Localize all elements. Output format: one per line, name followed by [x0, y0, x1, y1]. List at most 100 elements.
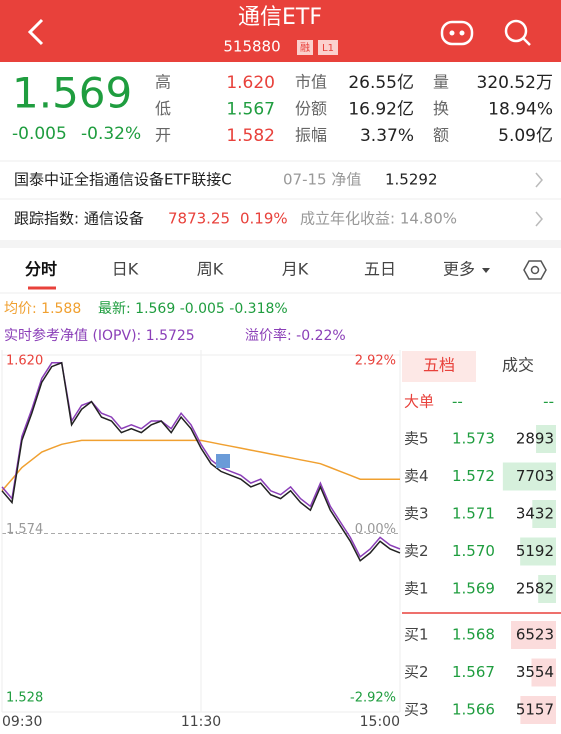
book-label: 卖4 [404, 467, 429, 485]
book-price: 1.572 [452, 467, 495, 485]
book-label: 卖5 [404, 430, 429, 448]
book-label: 卖2 [404, 542, 429, 560]
price: 1.569 [12, 69, 132, 118]
search-icon[interactable] [504, 19, 531, 46]
book-label: 买3 [404, 701, 429, 719]
stat-label: 市值 [295, 73, 327, 92]
badge-bg [318, 40, 338, 55]
fund-name: 国泰中证全指通信设备ETF联接C [14, 171, 232, 189]
book-price: 1.569 [452, 580, 495, 598]
tracking-label: 跟踪指数: 通信设备 [14, 210, 144, 228]
change-pct: -0.32% [81, 124, 141, 144]
tab[interactable]: 月K [282, 260, 309, 279]
back-button[interactable] [27, 18, 44, 46]
tab[interactable]: 日K [112, 260, 139, 279]
volume-bar [502, 462, 556, 491]
book-volume: 3432 [516, 505, 554, 523]
book-price: 1.568 [452, 626, 495, 644]
latest-info: 最新: 1.569 -0.005 -0.318% [98, 301, 288, 317]
badge-bg [297, 40, 313, 55]
book-tab[interactable]: 成交 [502, 356, 534, 375]
book-price: 1.571 [452, 505, 495, 523]
avg-info: 均价: 1.588 [4, 301, 81, 317]
book-price: 1.573 [452, 430, 495, 448]
tab[interactable]: 分时 [25, 260, 57, 279]
stat-value: 5.09亿 [498, 126, 553, 146]
tab[interactable]: 周K [197, 260, 224, 279]
book-price: 1.570 [452, 542, 495, 560]
series-line [1, 439, 400, 492]
stat-label: 高 [155, 73, 171, 92]
stat-value: 1.567 [226, 100, 275, 120]
settings-icon[interactable] [523, 260, 547, 280]
book-volume: 5157 [516, 701, 554, 719]
signal-marker[interactable] [216, 454, 230, 468]
x-tick-label: 11:30 [181, 714, 221, 730]
tracking-annual: 成立年化收益: 14.80% [300, 210, 457, 228]
book-volume: 2893 [516, 430, 554, 448]
big-order-label: 大单 [404, 393, 434, 411]
volume-bar [538, 575, 556, 603]
stat-label: 份额 [295, 99, 327, 118]
book-label: 卖3 [404, 505, 429, 523]
x-tick-label: 15:00 [360, 714, 400, 730]
y-tick-label: 1.574 [6, 522, 43, 537]
tracking-value: 7873.25 [168, 210, 230, 228]
x-tick-label: 09:30 [2, 714, 42, 730]
header-bg [0, 0, 561, 62]
gap [0, 240, 561, 248]
badge: 融 [300, 42, 310, 54]
stat-value: 3.37% [360, 126, 414, 146]
tracking-pct: 0.19% [240, 210, 288, 228]
chevron[interactable] [535, 211, 543, 227]
y2-tick-label: -2.92% [350, 691, 396, 706]
book-volume: 6523 [516, 626, 554, 644]
stat-label: 开 [155, 126, 171, 145]
big-order-volume: -- [543, 393, 554, 411]
badge: L1 [322, 43, 334, 54]
change: -0.005 [12, 124, 67, 144]
y2-tick-label: 0.00% [355, 522, 396, 537]
series-line [1, 361, 401, 562]
book-volume: 7703 [516, 467, 554, 485]
book-volume: 2582 [516, 580, 554, 598]
stat-value: 1.582 [226, 126, 275, 146]
book-tab[interactable]: 五档 [423, 356, 455, 375]
stat-value: 26.55亿 [348, 73, 414, 93]
code: 515880 [223, 38, 280, 56]
y2-tick-label: 2.92% [355, 354, 396, 369]
y-tick-label: 1.528 [6, 691, 43, 706]
volume-bar [532, 500, 556, 528]
tab[interactable]: 五日 [364, 260, 396, 279]
stat-value: 320.52万 [477, 73, 553, 93]
premium-info: 溢价率: -0.22% [245, 327, 346, 344]
dropdown-caret[interactable] [482, 268, 490, 273]
stat-label: 振幅 [295, 126, 327, 145]
book-label: 卖1 [404, 580, 429, 598]
iopv-info: 实时参考净值 (IOPV): 1.5725 [4, 327, 195, 344]
volume-bar [520, 696, 556, 724]
settings-icon-dot [530, 265, 540, 275]
y-tick-label: 1.620 [6, 354, 43, 369]
book-price: 1.567 [452, 663, 495, 681]
stat-label: 低 [155, 99, 171, 118]
tab[interactable]: 更多 [443, 260, 475, 279]
chevron[interactable] [535, 172, 543, 188]
fund-nav: 1.5292 [385, 171, 438, 189]
big-order-price: -- [452, 393, 463, 411]
stat-label: 额 [433, 126, 449, 145]
stat-label: 量 [433, 73, 449, 92]
stat-value: 1.620 [226, 73, 275, 93]
fund-date: 07-15 净值 [283, 171, 361, 189]
book-volume: 5192 [516, 542, 554, 560]
stat-label: 换 [433, 99, 449, 118]
volume-bar [510, 621, 556, 649]
tab-active-bg [402, 351, 476, 382]
book-price: 1.566 [452, 701, 495, 719]
stat-value: 18.94% [488, 100, 553, 120]
title: 通信ETF [238, 5, 322, 30]
volume-bar [536, 425, 556, 453]
robot-icon[interactable] [440, 20, 474, 46]
stat-value: 16.92亿 [348, 100, 414, 120]
